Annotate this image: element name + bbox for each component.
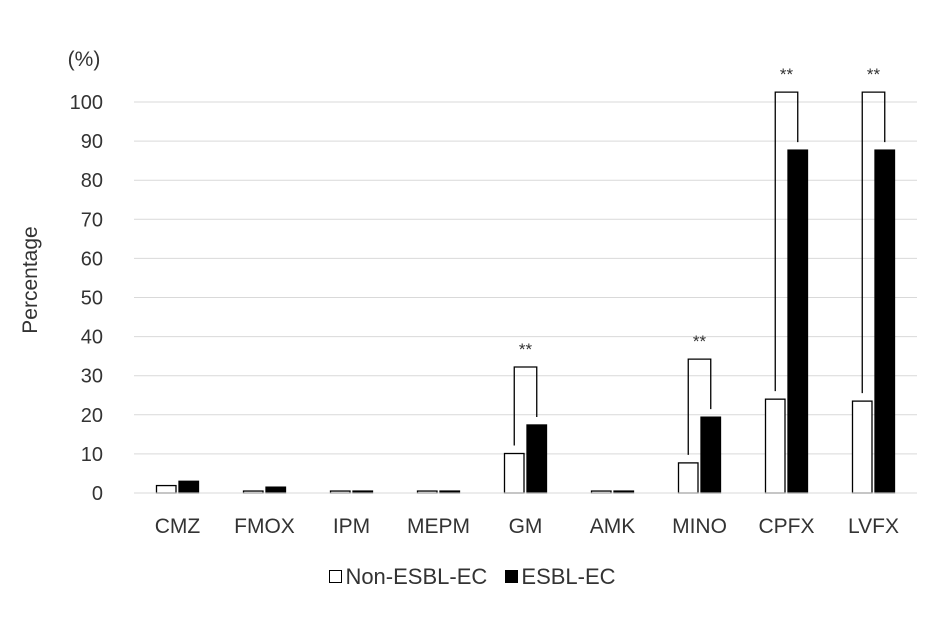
bar-non-esbl-ec-mino (677, 462, 699, 494)
bar-esbl-ec-cpfx (787, 149, 809, 494)
y-axis-ticks: 0 10 20 30 40 50 60 70 80 90 100 (70, 92, 103, 505)
x-tick-label: CPFX (758, 515, 814, 538)
bar-esbl-ec-gm (526, 424, 548, 494)
x-tick-label: MINO (672, 515, 727, 538)
x-tick-label: GM (509, 515, 543, 538)
legend-swatch-non-esbl-ec (329, 570, 343, 583)
y-tick-label: 0 (92, 483, 103, 505)
significance-bracket-cpfx: ** (774, 65, 799, 392)
bar-esbl-ec-fmox (265, 486, 287, 494)
y-tick-label: 100 (70, 92, 103, 114)
significance-label: ** (780, 65, 794, 84)
x-tick-label: AMK (590, 515, 636, 538)
significance-label: ** (867, 65, 881, 84)
x-tick-label: CMZ (155, 515, 201, 538)
significance-line (687, 358, 712, 455)
legend-label-esbl-ec: ESBL-EC (521, 563, 616, 589)
bar-chart: Percentage (%) 0 10 20 30 40 50 60 70 80 90 100 CM… (19, 48, 917, 538)
significance-line (774, 91, 799, 392)
legend-swatch-esbl-ec (505, 570, 519, 583)
y-tick-label: 20 (81, 405, 103, 427)
y-tick-label: 90 (81, 131, 103, 153)
x-axis-ticks: CMZ FMOX IPM MEPM GM AMK MINO CPFX LVFX (155, 515, 899, 538)
bar-non-esbl-ec-cpfx (764, 398, 786, 494)
bar-non-esbl-ec-gm (503, 452, 525, 494)
significance-label: ** (693, 332, 707, 351)
legend-item-esbl-ec: ESBL-EC (505, 563, 616, 590)
x-tick-label: IPM (333, 515, 370, 538)
x-tick-label: FMOX (234, 515, 295, 538)
significance-bracket-mino: ** (687, 332, 712, 455)
legend-label-non-esbl-ec: Non-ESBL-EC (345, 563, 488, 589)
y-tick-label: 50 (81, 288, 103, 310)
legend: Non-ESBL-EC ESBL-EC (0, 563, 945, 590)
y-tick-label: 70 (81, 209, 103, 231)
bar-esbl-ec-lvfx (874, 149, 896, 494)
significance-line (861, 91, 886, 394)
significance-bracket-lvfx: ** (861, 65, 886, 394)
y-tick-label: 60 (81, 248, 103, 270)
gridlines (134, 101, 917, 455)
y-tick-label: 30 (81, 366, 103, 388)
x-tick-label: MEPM (407, 515, 470, 538)
y-tick-label: 10 (81, 444, 103, 466)
legend-item-non-esbl-ec: Non-ESBL-EC (329, 564, 487, 590)
significance-brackets: ** ** ** ** (513, 65, 886, 455)
bar-esbl-ec-mino (700, 416, 722, 494)
bars (155, 149, 896, 494)
y-tick-label: 40 (81, 327, 103, 349)
bar-non-esbl-ec-lvfx (851, 400, 873, 494)
significance-line (513, 366, 538, 446)
bar-esbl-ec-cmz (178, 480, 200, 494)
x-tick-label: LVFX (848, 515, 899, 538)
y-axis-label: Percentage (19, 226, 42, 333)
y-tick-label: 80 (81, 170, 103, 192)
significance-label: ** (519, 340, 533, 359)
significance-bracket-gm: ** (513, 340, 538, 446)
bar-non-esbl-ec-cmz (155, 484, 177, 494)
y-axis-unit: (%) (68, 48, 101, 71)
